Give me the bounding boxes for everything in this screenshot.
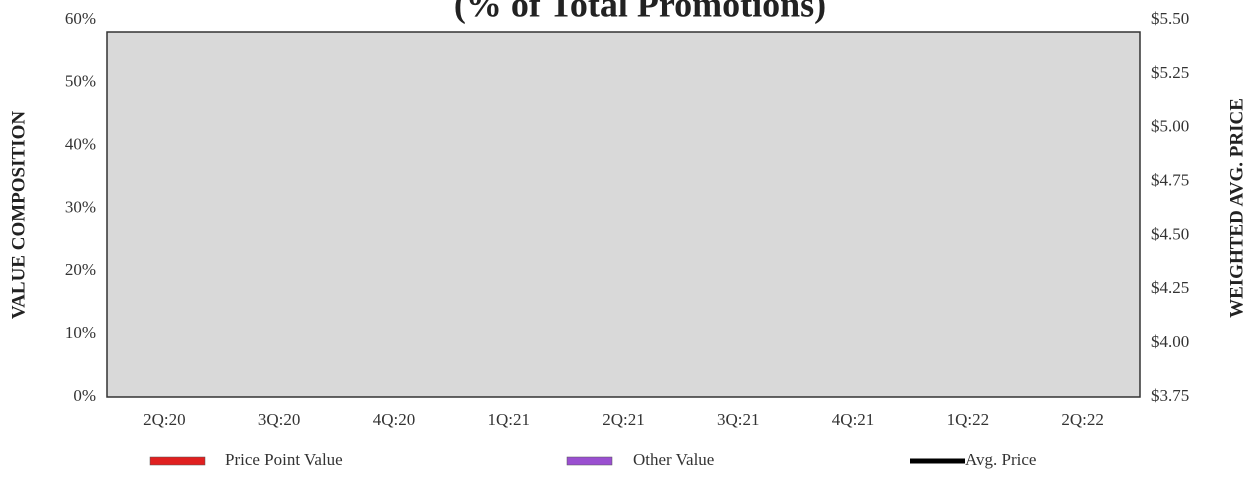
y-tick-label: 60% — [65, 9, 96, 28]
y2-tick-label: $5.00 — [1151, 117, 1189, 136]
y-tick-label: 30% — [65, 197, 96, 216]
x-tick-label: 2Q:20 — [143, 410, 186, 429]
legend-label: Avg. Price — [965, 450, 1036, 469]
y-tick-label: 0% — [73, 386, 96, 405]
y-tick-label: 40% — [65, 135, 96, 154]
y-tick-label: 20% — [65, 260, 96, 279]
y2-tick-label: $4.00 — [1151, 332, 1189, 351]
y2-tick-label: $4.25 — [1151, 278, 1189, 297]
chart-title: (% of Total Promotions) — [454, 0, 826, 24]
y2-tick-label: $4.50 — [1151, 224, 1189, 243]
y-tick-label: 50% — [65, 72, 96, 91]
x-tick-label: 3Q:20 — [258, 410, 301, 429]
y-tick-label: 10% — [65, 323, 96, 342]
y2-tick-label: $5.50 — [1151, 9, 1189, 28]
y2-tick-label: $4.75 — [1151, 170, 1189, 189]
y2-tick-label: $3.75 — [1151, 386, 1189, 405]
x-tick-label: 3Q:21 — [717, 410, 760, 429]
y2-tick-label: $5.25 — [1151, 63, 1189, 82]
legend-label: Other Value — [633, 450, 714, 469]
y-axis-label: VALUE COMPOSITION — [8, 111, 29, 319]
x-tick-label: 4Q:21 — [832, 410, 875, 429]
x-tick-label: 1Q:22 — [947, 410, 990, 429]
x-tick-label: 4Q:20 — [373, 410, 416, 429]
y2-axis-label: WEIGHTED AVG. PRICE — [1226, 98, 1247, 318]
x-tick-label: 1Q:21 — [487, 410, 530, 429]
legend-swatch — [149, 456, 206, 466]
legend-swatch — [566, 456, 613, 466]
legend-label: Price Point Value — [225, 450, 343, 469]
x-tick-label: 2Q:22 — [1061, 410, 1104, 429]
x-tick-label: 2Q:21 — [602, 410, 645, 429]
plot-area — [106, 31, 1141, 398]
